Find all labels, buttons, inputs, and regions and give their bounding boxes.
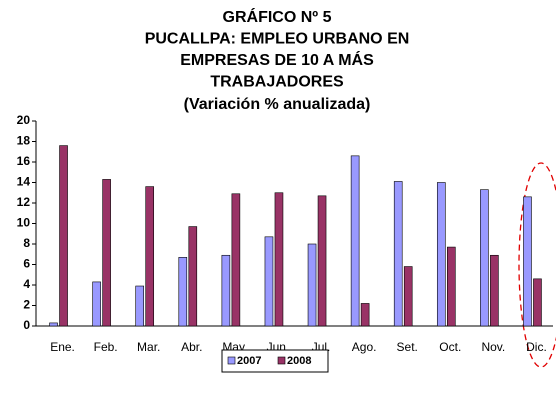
- bar: [92, 281, 101, 327]
- bar: [533, 278, 542, 327]
- bar: [436, 182, 446, 327]
- x-tick-label: Set.: [397, 340, 418, 354]
- chart-title: TRABAJADORES: [210, 74, 344, 91]
- y-tick-label: 18: [17, 134, 31, 148]
- bar: [59, 145, 68, 327]
- bar: [188, 226, 198, 327]
- y-tick-label: 2: [23, 298, 30, 312]
- bar: [403, 266, 413, 327]
- bar: [350, 155, 360, 327]
- bar: [264, 236, 274, 327]
- x-tick-label: Ago.: [352, 340, 377, 354]
- x-tick-label: Nov.: [481, 340, 505, 354]
- y-tick-label: 6: [23, 257, 30, 271]
- chart-title: GRÁFICO Nº 5: [223, 7, 332, 26]
- chart-title: PUCALLPA: EMPLEO URBANO EN: [145, 31, 410, 48]
- x-tick-label: Dic.: [526, 340, 547, 354]
- bar: [307, 243, 317, 327]
- legend-label: 2008: [287, 355, 311, 367]
- x-tick-label: Oct.: [439, 340, 461, 354]
- y-tick-label: 4: [23, 277, 30, 291]
- bar: [178, 257, 188, 327]
- legend-box: [221, 349, 329, 373]
- y-tick-label: 20: [17, 113, 31, 127]
- bar: [221, 254, 231, 327]
- y-tick-label: 0: [23, 318, 30, 332]
- highlight-ellipse: [518, 162, 556, 368]
- x-tick-label: Ene.: [50, 340, 75, 354]
- bar: [49, 322, 58, 327]
- bar: [135, 285, 145, 327]
- x-tick-label: Mar.: [137, 340, 160, 354]
- bar: [490, 254, 499, 327]
- bar: [231, 193, 241, 327]
- y-tick-label: 16: [17, 154, 31, 168]
- bar: [102, 179, 111, 327]
- x-tick-label: Feb.: [94, 340, 118, 354]
- y-tick-label: 8: [23, 236, 30, 250]
- legend-swatch: [227, 356, 236, 365]
- legend-swatch: [277, 356, 286, 365]
- legend-label: 2007: [237, 355, 261, 367]
- chart-title: EMPRESAS DE 10 A MÁS: [180, 50, 374, 69]
- y-tick-label: 12: [17, 195, 31, 209]
- x-tick-label: Abr.: [181, 340, 202, 354]
- bar: [145, 186, 155, 327]
- bar: [393, 181, 403, 327]
- bar: [446, 246, 456, 327]
- y-tick-label: 14: [17, 175, 31, 189]
- y-tick-label: 10: [17, 216, 31, 230]
- bar: [480, 189, 489, 327]
- bar: [523, 196, 532, 327]
- bar: [317, 195, 327, 327]
- bar: [360, 303, 370, 327]
- chart-subtitle: (Variación % anualizada): [184, 96, 371, 113]
- bar: [274, 192, 284, 327]
